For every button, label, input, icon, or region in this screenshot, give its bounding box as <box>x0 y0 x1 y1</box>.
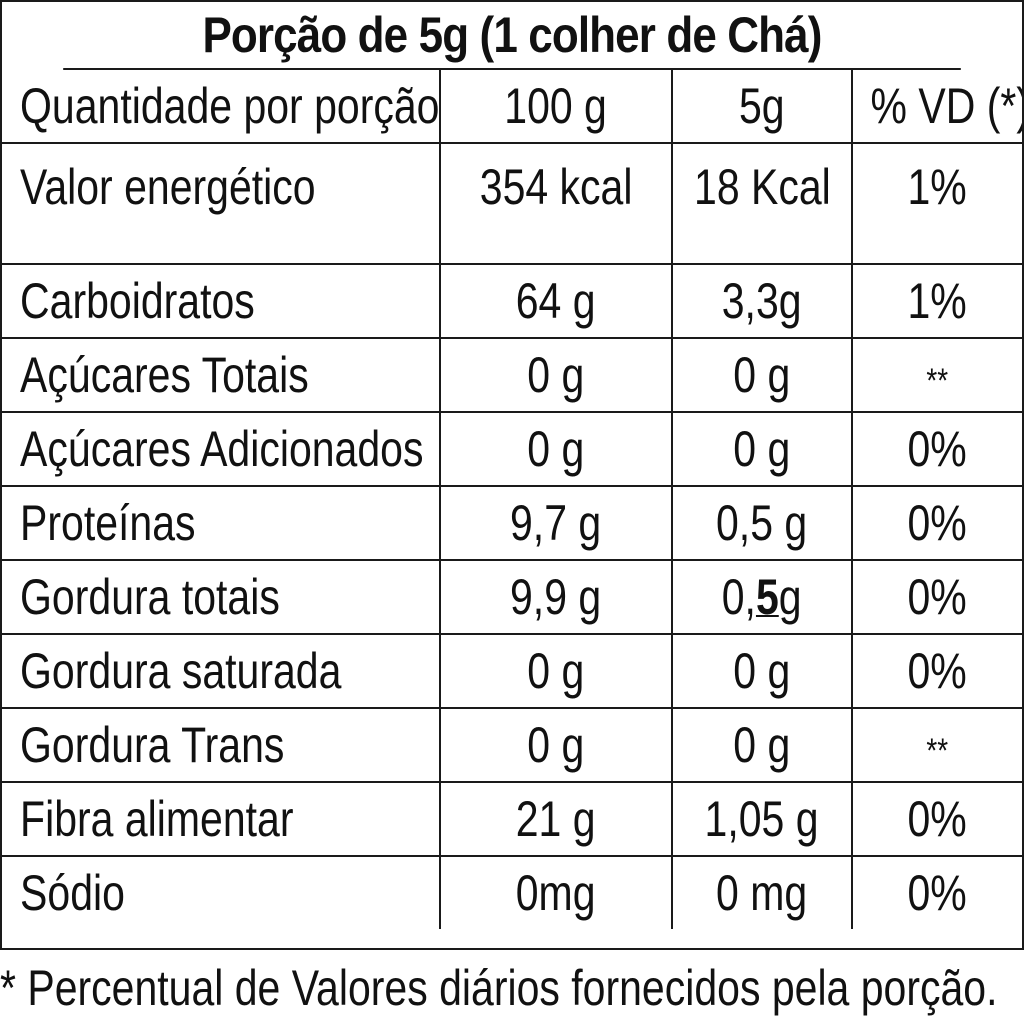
table-row-carbs: Carboidratos 64 g 3,3g 1% <box>2 263 1022 339</box>
value-5g: 0 g <box>671 633 853 709</box>
nutrient-name: Gordura Trans <box>2 707 441 783</box>
table-row-total-fat: Gordura totais 9,9 g 0,5g 0% <box>2 559 1022 635</box>
nutrient-name: Açúcares Adicionados <box>2 411 441 487</box>
value-vd: 0% <box>851 411 1022 487</box>
value-100g: 0 g <box>439 411 673 487</box>
table-row-added-sugars: Açúcares Adicionados 0 g 0 g 0% <box>2 411 1022 487</box>
value-5g: 0,5 g <box>671 485 853 561</box>
table-row-sodium: Sódio 0mg 0 mg 0% <box>2 855 1022 929</box>
table-row-trans-fat: Gordura Trans 0 g 0 g ** <box>2 707 1022 783</box>
value-100g: 9,7 g <box>439 485 673 561</box>
value-5g: 0 g <box>671 411 853 487</box>
header-cell-quantity: Quantidade por porção <box>2 70 441 144</box>
value-vd: 0% <box>851 855 1022 929</box>
nutrition-table: Quantidade por porção 100 g 5g % VD (*) … <box>2 70 1022 929</box>
header-cell-vd: % VD (*) <box>851 70 1022 144</box>
daily-values-footnote: * Percentual de Valores diários fornecid… <box>0 960 998 1016</box>
value-vd: 1% <box>851 142 1022 265</box>
nutrient-name: Carboidratos <box>2 263 441 339</box>
value-100g: 354 kcal <box>439 142 673 265</box>
value-vd: 0% <box>851 781 1022 857</box>
table-row-proteins: Proteínas 9,7 g 0,5 g 0% <box>2 485 1022 561</box>
table-row-fiber: Fibra alimentar 21 g 1,05 g 0% <box>2 781 1022 857</box>
value-vd: 1% <box>851 263 1022 339</box>
serving-size-title: Porção de 5g (1 colher de Chá) <box>63 2 961 70</box>
nutrient-name: Sódio <box>2 855 441 929</box>
value-vd: ** <box>851 707 1022 783</box>
header-cell-5g: 5g <box>671 70 853 144</box>
value-5g: 18 Kcal <box>671 142 853 265</box>
nutrient-name: Fibra alimentar <box>2 781 441 857</box>
nutrient-name: Gordura saturada <box>2 633 441 709</box>
nutrient-name: Valor energético <box>2 142 441 265</box>
header-cell-100g: 100 g <box>439 70 673 144</box>
highlighted-digit: 5 <box>756 569 780 625</box>
value-100g: 0 g <box>439 337 673 413</box>
value-100g: 9,9 g <box>439 559 673 635</box>
value-100g: 21 g <box>439 781 673 857</box>
nutrient-name: Gordura totais <box>2 559 441 635</box>
value-5g-prefix: 0, <box>722 569 757 625</box>
table-header-row: Quantidade por porção 100 g 5g % VD (*) <box>2 70 1022 144</box>
value-vd: 0% <box>851 633 1022 709</box>
value-5g: 3,3g <box>671 263 853 339</box>
value-5g: 0,5g <box>671 559 853 635</box>
value-100g: 0mg <box>439 855 673 929</box>
value-100g: 0 g <box>439 707 673 783</box>
value-100g: 64 g <box>439 263 673 339</box>
value-5g: 0 mg <box>671 855 853 929</box>
value-vd: ** <box>851 337 1022 413</box>
table-row-total-sugars: Açúcares Totais 0 g 0 g ** <box>2 337 1022 413</box>
nutrient-name: Proteínas <box>2 485 441 561</box>
value-5g: 0 g <box>671 707 853 783</box>
table-row-saturated-fat: Gordura saturada 0 g 0 g 0% <box>2 633 1022 709</box>
value-5g-unit: g <box>779 569 802 625</box>
value-vd: 0% <box>851 485 1022 561</box>
value-5g: 0 g <box>671 337 853 413</box>
table-row-energy: Valor energético 354 kcal 18 Kcal 1% <box>2 142 1022 265</box>
value-vd: 0% <box>851 559 1022 635</box>
nutrient-name: Açúcares Totais <box>2 337 441 413</box>
value-100g: 0 g <box>439 633 673 709</box>
nutrition-facts-table: Porção de 5g (1 colher de Chá) Quantidad… <box>0 0 1024 950</box>
value-5g: 1,05 g <box>671 781 853 857</box>
